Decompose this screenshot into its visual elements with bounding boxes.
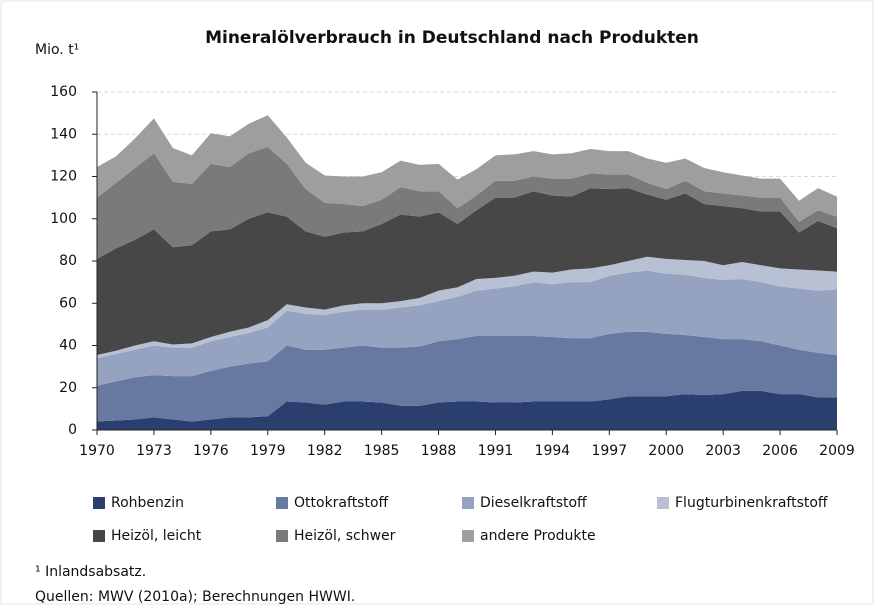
y-tick-label: 160	[50, 84, 77, 100]
area	[97, 270, 837, 386]
y-tick-label: 40	[59, 338, 77, 354]
legend-swatch	[657, 497, 669, 509]
x-tick-label: 2009	[819, 443, 855, 459]
legend-swatch	[276, 530, 288, 542]
legend-label: Heizöl, leicht	[111, 528, 202, 544]
area	[97, 256, 837, 359]
legend-swatch	[276, 497, 288, 509]
legend-label: andere Produkte	[480, 528, 596, 544]
area	[97, 115, 837, 222]
y-axis-label: Mio. t¹	[35, 42, 79, 58]
x-tick-label: 1988	[421, 443, 457, 459]
x-tick-label: 1979	[250, 443, 286, 459]
area	[97, 331, 837, 422]
x-tick-label: 1976	[193, 443, 229, 459]
x-tick-label: 1994	[535, 443, 571, 459]
y-tick-label: 140	[50, 126, 77, 142]
footnote: ¹ Inlandsabsatz.	[35, 564, 146, 580]
area	[97, 188, 837, 356]
legend-swatch	[462, 530, 474, 542]
area	[97, 390, 837, 430]
legend-label: Heizöl, schwer	[294, 528, 396, 544]
legend-swatch	[93, 530, 105, 542]
x-tick-label: 1991	[478, 443, 514, 459]
x-tick-label: 1985	[364, 443, 400, 459]
x-tick-label: 1997	[591, 443, 627, 459]
legend-label: Ottokraftstoff	[294, 495, 389, 511]
chart-title: Mineralölverbrauch in Deutschland nach P…	[205, 28, 699, 48]
legend-label: Dieselkraftstoff	[480, 495, 587, 511]
y-tick-label: 60	[59, 295, 77, 311]
x-tick-label: 2003	[705, 443, 741, 459]
y-tick-label: 20	[59, 380, 77, 396]
x-tick-label: 1973	[136, 443, 172, 459]
y-tick-label: 80	[59, 253, 77, 269]
x-tick-label: 2000	[648, 443, 684, 459]
y-tick-label: 0	[68, 422, 77, 438]
x-tick-label: 1970	[79, 443, 115, 459]
area	[97, 146, 837, 259]
legend-label: Flugturbinenkraftstoff	[675, 495, 828, 511]
x-tick-label: 1982	[307, 443, 343, 459]
legend-label: Rohbenzin	[111, 495, 184, 511]
x-tick-label: 2006	[762, 443, 798, 459]
source: Quellen: MWV (2010a); Berechnungen HWWI.	[35, 589, 355, 605]
legend-swatch	[462, 497, 474, 509]
y-tick-label: 100	[50, 211, 77, 227]
legend-swatch	[93, 497, 105, 509]
y-tick-label: 120	[50, 169, 77, 185]
